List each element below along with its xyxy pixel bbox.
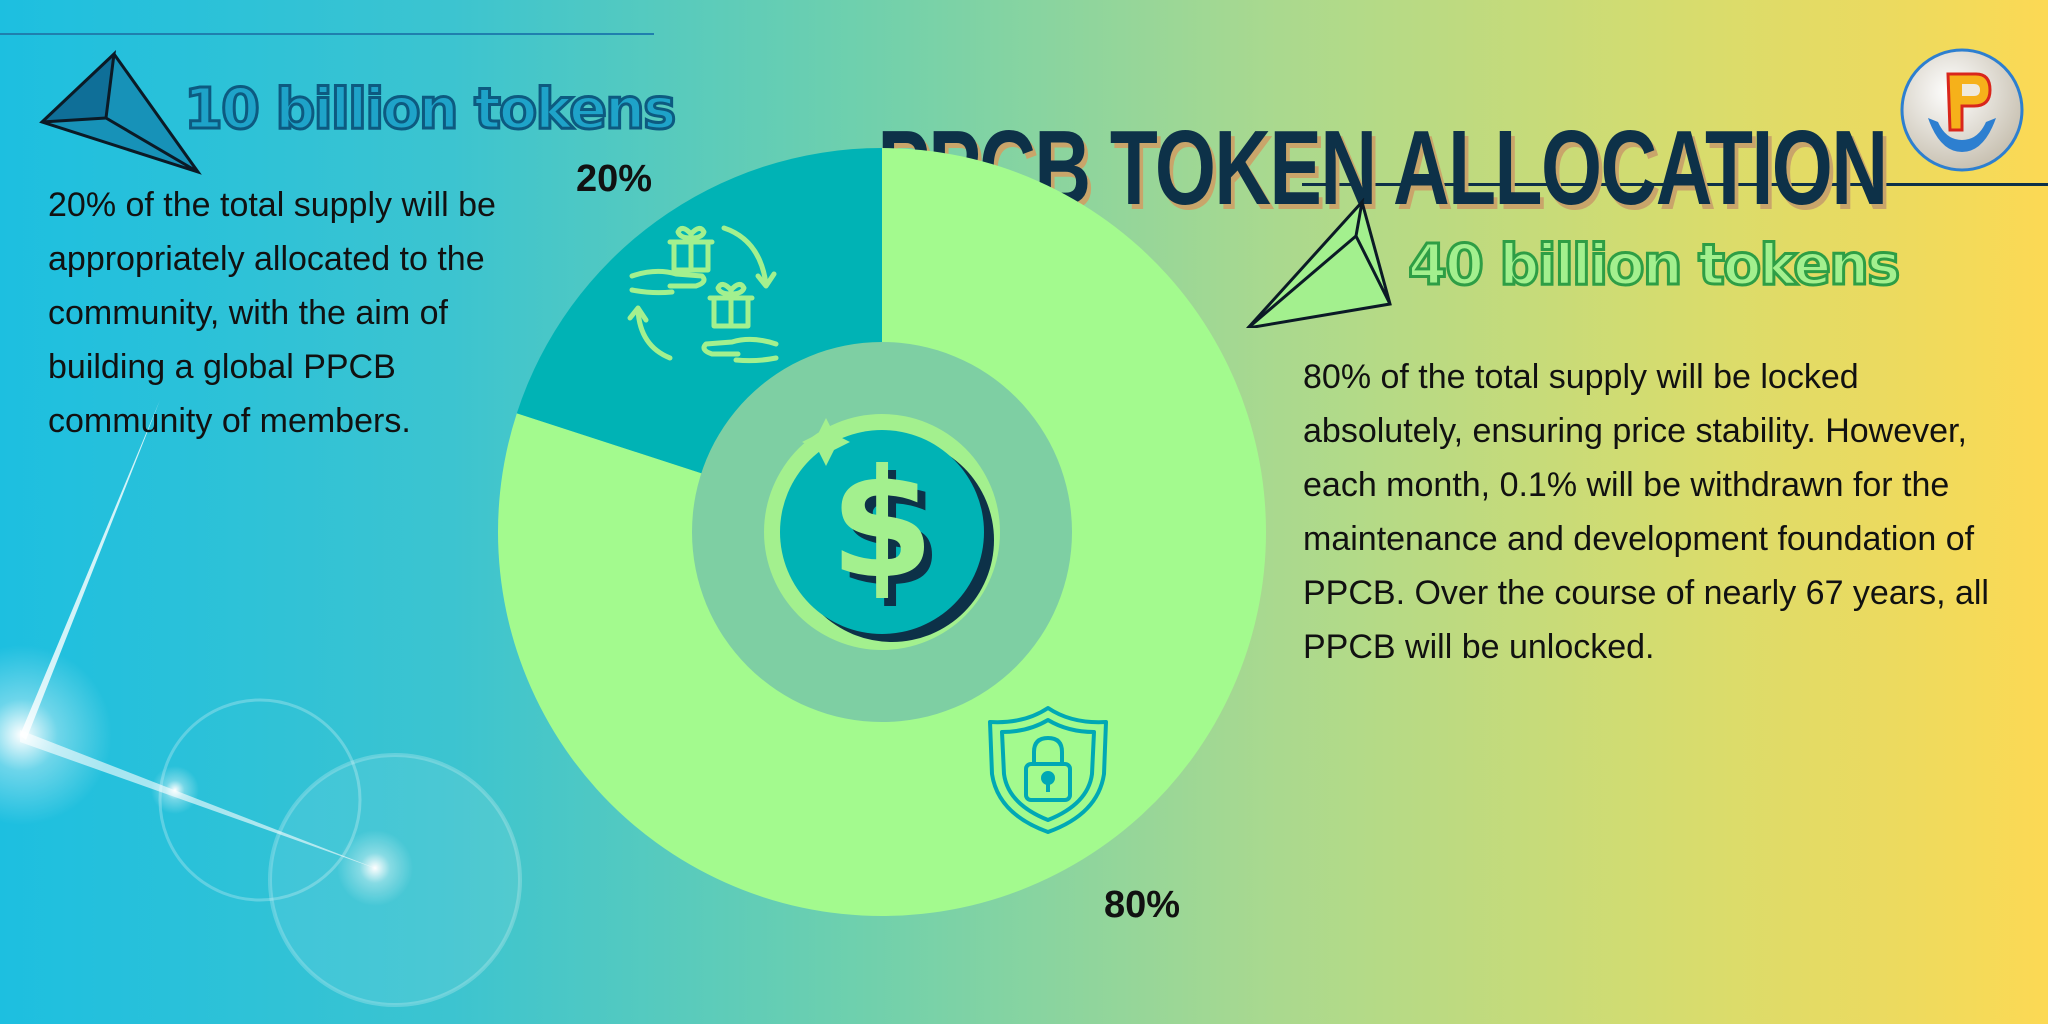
dollar-icon: $ $	[764, 414, 1000, 650]
ppcb-logo	[1900, 48, 2024, 172]
gift-exchange-icon	[627, 225, 779, 364]
pyramid-icon	[1245, 198, 1392, 328]
locked-allocation-text: 80% of the total supply will be locked a…	[1303, 358, 1989, 666]
svg-text:$: $	[838, 446, 942, 620]
right-headline: 40 billion tokens	[1406, 233, 1901, 298]
title-underline	[1302, 183, 2048, 186]
pyramid-icon	[39, 50, 202, 175]
slice-label-20: 20%	[576, 158, 653, 200]
shield-lock-icon	[988, 706, 1108, 834]
allocation-donut-chart: $ $	[497, 148, 1266, 916]
svg-text:$: $	[830, 438, 934, 612]
left-headline: 10 billion tokens	[182, 77, 677, 142]
community-allocation-text: 20% of the total supply will be appropri…	[48, 186, 496, 440]
slice-label-80: 80%	[1104, 884, 1181, 926]
top-left-divider	[0, 33, 654, 35]
